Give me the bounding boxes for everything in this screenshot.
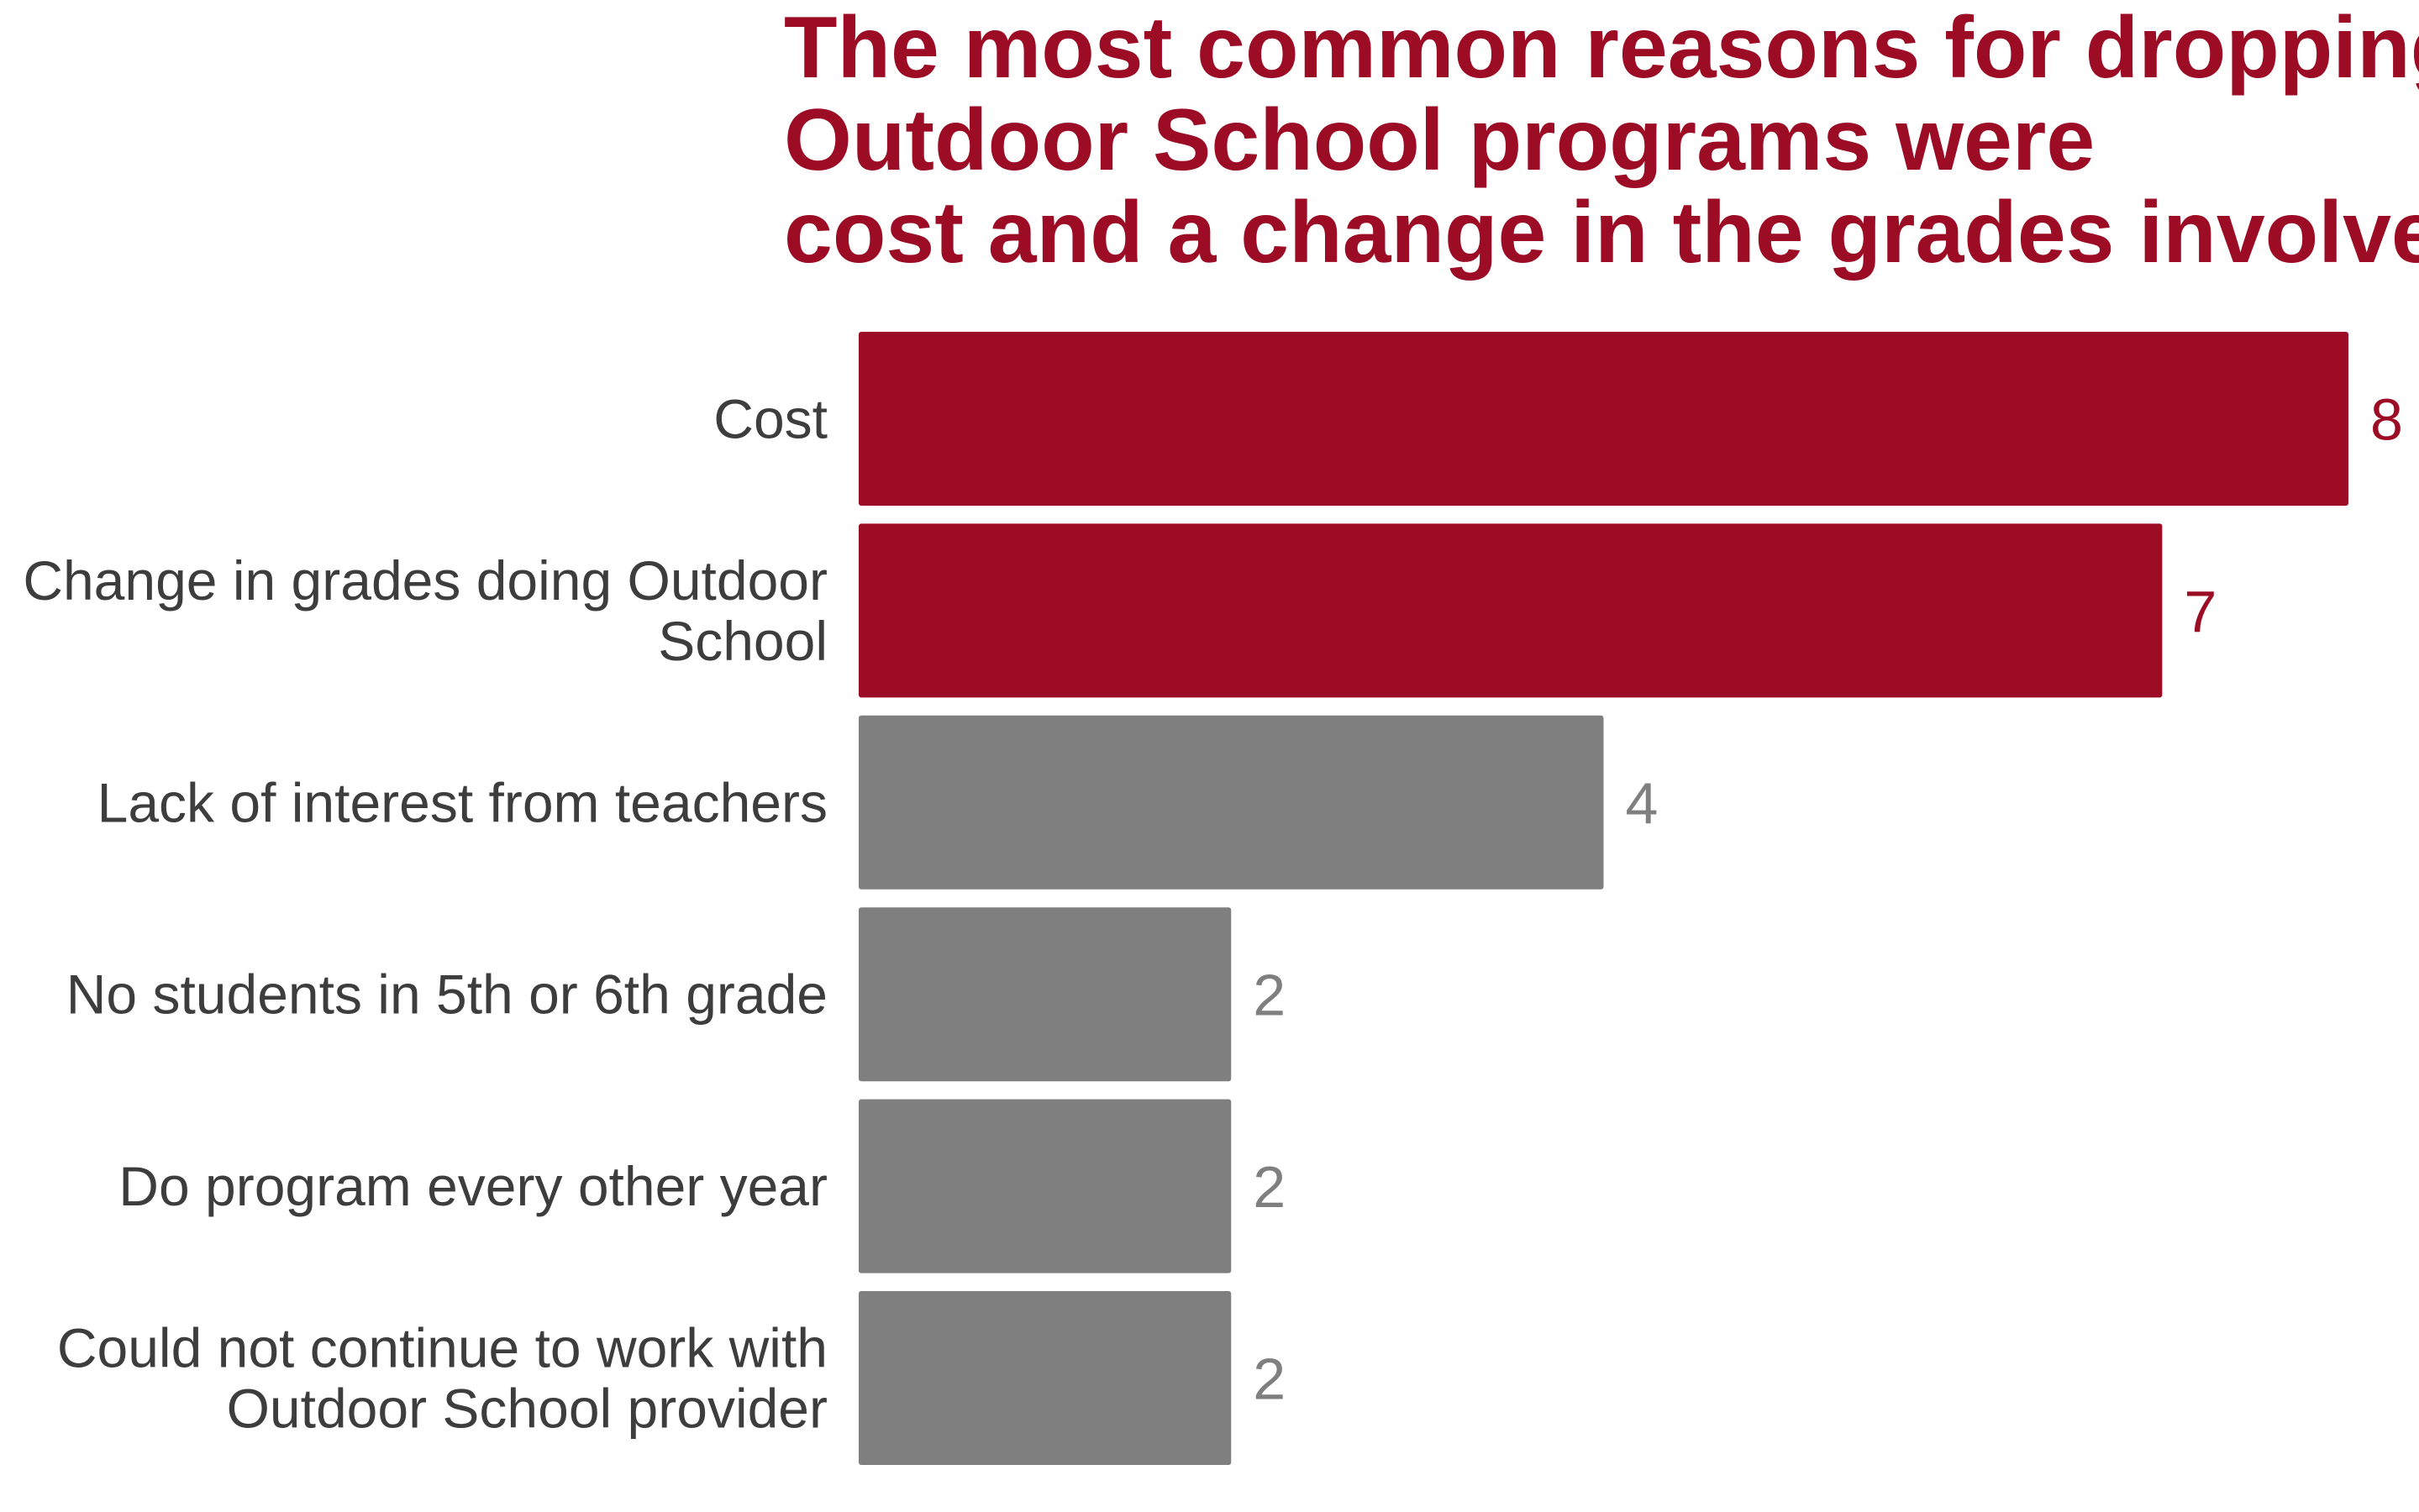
chart-title-line: Outdoor School programs were <box>784 92 2095 189</box>
category-label: Could not continue to work with <box>57 1317 828 1379</box>
category-label: Cost <box>713 388 828 450</box>
bars <box>859 332 2348 1465</box>
bar <box>859 1099 1232 1273</box>
bar <box>859 1291 1232 1465</box>
chart-title-line: The most common reasons for dropping <box>784 0 2419 97</box>
value-label: 2 <box>1253 1154 1286 1220</box>
category-label: No students in 5th or 6th grade <box>66 963 828 1026</box>
value-labels: 8 7 4 2 2 2 <box>1253 387 2403 1412</box>
category-label: Outdoor School provider <box>227 1378 828 1440</box>
value-label: 7 <box>2184 579 2217 644</box>
value-label: 4 <box>1626 770 1659 836</box>
chart-title-line: cost and a change in the grades involved <box>784 184 2419 281</box>
bar <box>859 523 2163 698</box>
value-label: 2 <box>1253 963 1286 1028</box>
category-labels: Cost Change in grades doing OutdoorSchool… <box>23 388 828 1440</box>
category-label: Lack of interest from teachers <box>97 771 828 833</box>
category-label: Change in grades doing Outdoor <box>23 549 828 612</box>
bar <box>859 715 1604 890</box>
value-label: 2 <box>1253 1347 1286 1412</box>
category-label: Do program every other year <box>118 1155 828 1217</box>
chart-title: The most common reasons for droppingOutd… <box>784 0 2419 281</box>
bar <box>859 907 1232 1082</box>
category-label: School <box>658 610 828 672</box>
value-label: 8 <box>2370 387 2403 453</box>
bar <box>859 332 2348 506</box>
